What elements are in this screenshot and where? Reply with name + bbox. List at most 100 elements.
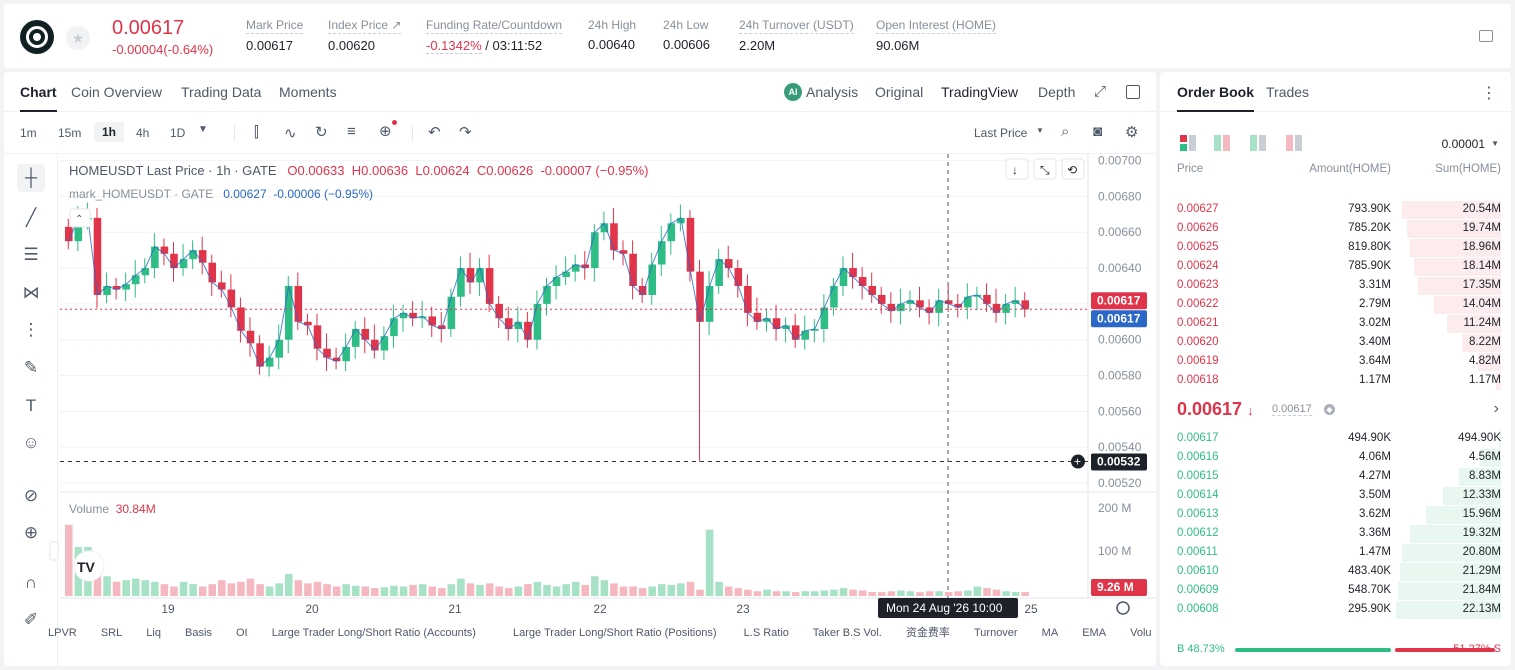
book-icon[interactable] bbox=[1479, 30, 1493, 42]
indicator-lt-accounts[interactable]: Large Trader Long/Short Ratio (Accounts) bbox=[271, 627, 476, 639]
timeframe-4h[interactable]: 4h bbox=[136, 126, 150, 140]
candle-body bbox=[724, 259, 733, 269]
camera-icon[interactable]: ◙ bbox=[1093, 123, 1103, 140]
tab-order-book[interactable]: Order Book bbox=[1177, 84, 1255, 112]
bid-row[interactable]: 0.00614 3.50M 12.33M bbox=[1160, 486, 1511, 505]
pattern-icon[interactable]: ⋈ bbox=[22, 283, 40, 302]
ruler-icon[interactable]: ⊘ bbox=[23, 486, 39, 505]
bid-depth-bar bbox=[1426, 506, 1501, 524]
price-source-select[interactable]: Last Price bbox=[974, 126, 1028, 140]
ask-row[interactable]: 0.00622 2.79M 14.04M bbox=[1160, 295, 1511, 314]
indicator-ma[interactable]: MA bbox=[1041, 627, 1059, 639]
view-asks-icon[interactable] bbox=[1286, 135, 1302, 151]
indicator-taker[interactable]: Taker B.S Vol. bbox=[812, 627, 882, 639]
indicators-icon[interactable]: ∿ bbox=[284, 125, 297, 142]
ask-row[interactable]: 0.00626 785.20K 19.74M bbox=[1160, 219, 1511, 238]
fullscreen-icon[interactable]: ⤢ bbox=[1094, 83, 1107, 100]
crosshair-icon[interactable]: ┼ bbox=[17, 164, 45, 192]
stat-index-price[interactable]: Index Price ↗ 0.00620 bbox=[328, 18, 402, 53]
ask-row[interactable]: 0.00624 785.90K 18.14M bbox=[1160, 257, 1511, 276]
tab-trades[interactable]: Trades bbox=[1266, 84, 1310, 100]
timeframe-1h[interactable]: 1h bbox=[94, 122, 125, 142]
collapse-icon: ⤡ bbox=[1040, 163, 1050, 177]
candle-body bbox=[811, 328, 819, 331]
tab-original[interactable]: Original bbox=[875, 84, 924, 100]
indicator-funding[interactable]: 资金费率 bbox=[905, 627, 950, 639]
timeframe-1d[interactable]: 1D bbox=[170, 126, 186, 140]
emoji-icon[interactable]: ☺ bbox=[22, 433, 40, 452]
indicator-ema[interactable]: EMA bbox=[1082, 627, 1107, 639]
ask-row[interactable]: 0.00618 1.17M 1.17M bbox=[1160, 371, 1511, 390]
undo-icon[interactable]: ↶ bbox=[428, 124, 441, 141]
more-icon[interactable]: ⋮ bbox=[1481, 85, 1497, 102]
ask-row[interactable]: 0.00621 3.02M 11.24M bbox=[1160, 314, 1511, 333]
candle-type-icon[interactable]: ⫿ bbox=[254, 124, 259, 141]
tab-moments[interactable]: Moments bbox=[279, 84, 337, 100]
indicator-turnover[interactable]: Turnover bbox=[973, 627, 1018, 639]
precision-select[interactable]: 0.00001 bbox=[1441, 137, 1485, 151]
zoom-in-icon[interactable]: ⊕ bbox=[23, 523, 39, 542]
info-icon[interactable]: ◆ bbox=[1324, 404, 1335, 415]
timeframe-15m[interactable]: 15m bbox=[58, 126, 82, 140]
indicator-lt-positions[interactable]: Large Trader Long/Short Ratio (Positions… bbox=[512, 627, 717, 639]
chevron-right-icon[interactable]: › bbox=[1493, 400, 1499, 417]
brush-icon[interactable]: ✎ bbox=[23, 358, 39, 377]
bid-row[interactable]: 0.00611 1.47M 20.80M bbox=[1160, 543, 1511, 562]
tab-analysis[interactable]: Analysis bbox=[806, 84, 859, 100]
trend-line-icon[interactable]: ╱ bbox=[25, 208, 37, 227]
maximize-icon[interactable] bbox=[1126, 85, 1140, 99]
bid-row[interactable]: 0.00613 3.62M 15.96M bbox=[1160, 505, 1511, 524]
indicator-volume[interactable]: Volu bbox=[1130, 627, 1152, 639]
candle-body bbox=[313, 325, 322, 349]
chevron-down-icon[interactable]: ▼ bbox=[1036, 126, 1044, 135]
ask-row[interactable]: 0.00625 819.80K 18.96M bbox=[1160, 238, 1511, 257]
indicator-srl[interactable]: SRL bbox=[100, 627, 123, 639]
ask-row[interactable]: 0.00619 3.64M 4.82M bbox=[1160, 352, 1511, 371]
view-bids-icon[interactable] bbox=[1250, 135, 1266, 151]
indicator-oi[interactable]: OI bbox=[236, 627, 248, 639]
view-both-icon[interactable] bbox=[1180, 135, 1196, 151]
fib-icon[interactable]: ⋮ bbox=[22, 320, 40, 339]
candle-body bbox=[744, 285, 752, 313]
parallel-channel-icon[interactable]: ☰ bbox=[23, 245, 39, 264]
indicator-basis[interactable]: Basis bbox=[185, 627, 212, 639]
bid-row[interactable]: 0.00609 548.70K 21.84M bbox=[1160, 581, 1511, 600]
volume-bar bbox=[332, 586, 341, 596]
tab-trading-data[interactable]: Trading Data bbox=[181, 84, 262, 100]
candle-body bbox=[246, 330, 255, 344]
indicator-lpvr[interactable]: LPVR bbox=[48, 627, 77, 639]
gear-icon[interactable]: ⚙ bbox=[1125, 124, 1139, 141]
chevron-down-icon[interactable]: ▼ bbox=[1491, 139, 1499, 148]
indicator-ls-ratio[interactable]: L.S Ratio bbox=[743, 627, 789, 639]
ask-row[interactable]: 0.00620 3.40M 8.22M bbox=[1160, 333, 1511, 352]
replay-icon[interactable]: ↻ bbox=[315, 124, 328, 141]
volume-tag: 9.26 M bbox=[1097, 580, 1134, 594]
tab-chart[interactable]: Chart bbox=[20, 84, 57, 112]
bid-row[interactable]: 0.00612 3.36M 19.32M bbox=[1160, 524, 1511, 543]
indicator-liq[interactable]: Liq bbox=[146, 627, 161, 639]
redo-icon[interactable]: ↷ bbox=[459, 124, 472, 141]
tab-tradingview[interactable]: TradingView bbox=[941, 84, 1019, 100]
price-chart[interactable]: 0.007000.006800.006600.006400.006200.006… bbox=[4, 72, 1156, 666]
bid-row[interactable]: 0.00617 494.90K 494.90K bbox=[1160, 429, 1511, 448]
templates-icon[interactable]: ≡ bbox=[347, 123, 356, 140]
ask-row[interactable]: 0.00627 793.90K 20.54M bbox=[1160, 200, 1511, 219]
alert-add-icon[interactable]: ⊕ bbox=[379, 120, 397, 140]
tab-depth[interactable]: Depth bbox=[1038, 84, 1076, 100]
tab-coin-overview[interactable]: Coin Overview bbox=[71, 84, 163, 100]
magnet-icon[interactable]: ∩ bbox=[24, 573, 38, 592]
star-icon[interactable]: ★ bbox=[66, 26, 90, 50]
timeframe-1m[interactable]: 1m bbox=[20, 126, 37, 140]
lock-drawing-icon[interactable]: ✐ bbox=[23, 610, 39, 629]
view-both-alt-icon[interactable] bbox=[1214, 135, 1230, 151]
candle-body bbox=[897, 303, 905, 312]
chevron-down-icon[interactable]: ▼ bbox=[198, 124, 208, 135]
search-icon[interactable]: ⌕ bbox=[1061, 123, 1070, 140]
text-icon[interactable]: T bbox=[25, 396, 37, 415]
bid-row[interactable]: 0.00616 4.06M 4.56M bbox=[1160, 448, 1511, 467]
bid-row[interactable]: 0.00615 4.27M 8.83M bbox=[1160, 467, 1511, 486]
bid-row[interactable]: 0.00610 483.40K 21.29M bbox=[1160, 562, 1511, 581]
ask-row[interactable]: 0.00623 3.31M 17.35M bbox=[1160, 276, 1511, 295]
ai-analysis-icon[interactable]: AI bbox=[784, 83, 802, 101]
bid-row[interactable]: 0.00608 295.90K 22.13M bbox=[1160, 600, 1511, 619]
